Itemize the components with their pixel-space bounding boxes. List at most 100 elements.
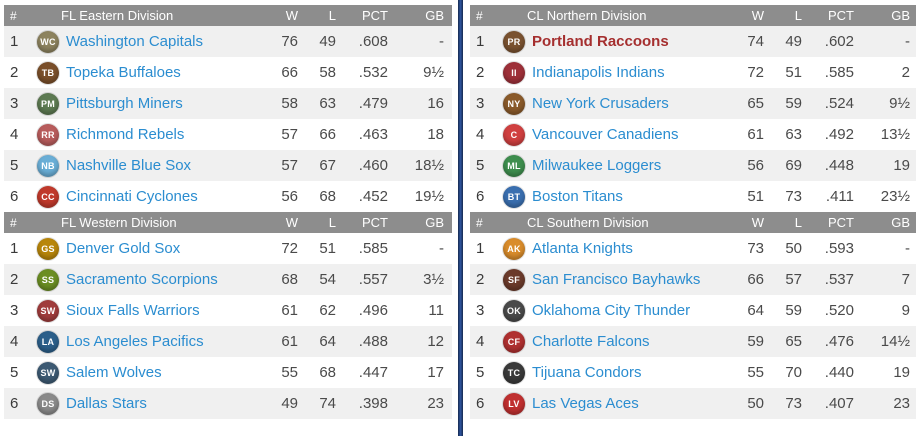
- bayhawks-logo-icon[interactable]: SF: [503, 268, 525, 291]
- team-name-link[interactable]: Boston Titans: [532, 188, 623, 205]
- scorpions-logo-icon[interactable]: SS: [37, 268, 59, 291]
- cyclones-logo-icon[interactable]: CC: [37, 185, 59, 208]
- team-pct: .520: [824, 302, 854, 319]
- knights-logo-icon[interactable]: AK: [503, 237, 525, 260]
- capitals-logo-icon[interactable]: WC: [37, 30, 59, 53]
- gold-sox-logo-icon[interactable]: GS: [37, 237, 59, 260]
- team-pct: .608: [358, 33, 388, 50]
- pct-column-header: PCT: [828, 215, 854, 230]
- team-row: 6 DS Dallas Stars 49 74 .398 23: [4, 388, 452, 419]
- team-wins: 72: [281, 240, 298, 257]
- team-rank: 5: [476, 157, 485, 174]
- pacifics-logo-icon[interactable]: LA: [37, 330, 59, 353]
- team-name-link[interactable]: Portland Raccoons: [532, 33, 669, 50]
- team-wins: 61: [281, 302, 298, 319]
- falcons-logo-icon[interactable]: CF: [503, 330, 525, 353]
- team-row: 1 AK Atlanta Knights 73 50 .593 -: [470, 233, 916, 264]
- team-rank: 6: [476, 395, 485, 412]
- team-logo-cell: GS: [30, 237, 66, 260]
- team-name-link[interactable]: Sioux Falls Warriors: [66, 302, 200, 319]
- team-gb: 12: [427, 333, 444, 350]
- rank-column-header: #: [476, 215, 483, 230]
- team-rank: 2: [10, 64, 19, 81]
- team-name-link[interactable]: Salem Wolves: [66, 364, 162, 381]
- team-losses: 69: [785, 157, 802, 174]
- team-name-link[interactable]: Cincinnati Cyclones: [66, 188, 198, 205]
- team-name-link[interactable]: Sacramento Scorpions: [66, 271, 218, 288]
- losses-column-header: L: [328, 8, 336, 23]
- team-wins: 59: [747, 333, 764, 350]
- wolves-logo-icon[interactable]: SW: [37, 361, 59, 384]
- team-name-link[interactable]: Oklahoma City Thunder: [532, 302, 691, 319]
- team-rank: 6: [476, 188, 485, 205]
- team-name-link[interactable]: Charlotte Falcons: [532, 333, 650, 350]
- team-name-link[interactable]: Nashville Blue Sox: [66, 157, 192, 174]
- condors-logo-icon[interactable]: TC: [503, 361, 525, 384]
- stars-logo-icon[interactable]: DS: [37, 392, 59, 415]
- indians-logo-icon[interactable]: II: [503, 61, 525, 84]
- team-losses: 59: [785, 302, 802, 319]
- team-losses: 73: [785, 188, 802, 205]
- standings-panel-left: # FL Eastern Division W L PCT GB 1 WC Washington…: [4, 0, 452, 419]
- team-gb: 7: [901, 271, 910, 288]
- team-pct: .463: [358, 126, 388, 143]
- team-row: 1 WC Washington Capitals 76 49 .608 -: [4, 26, 452, 57]
- team-rank: 2: [476, 64, 485, 81]
- team-row: 2 SF San Francisco Bayhawks 66 57 .537 7: [470, 264, 916, 295]
- team-pct: .460: [358, 157, 388, 174]
- team-name-link[interactable]: Richmond Rebels: [66, 126, 185, 143]
- canadiens-logo-icon[interactable]: C: [503, 123, 525, 146]
- team-rank: 4: [10, 333, 19, 350]
- team-wins: 49: [281, 395, 298, 412]
- team-name-link[interactable]: Atlanta Knights: [532, 240, 633, 257]
- rank-column-header: #: [10, 215, 17, 230]
- team-gb: -: [905, 240, 910, 257]
- team-wins: 57: [281, 157, 298, 174]
- team-row: 3 SW Sioux Falls Warriors 61 62 .496 11: [4, 295, 452, 326]
- blue-sox-logo-icon[interactable]: NB: [37, 154, 59, 177]
- team-pct: .593: [824, 240, 854, 257]
- thunder-logo-icon[interactable]: OK: [503, 299, 525, 322]
- team-logo-cell: RR: [30, 123, 66, 146]
- team-logo-cell: LA: [30, 330, 66, 353]
- miners-logo-icon[interactable]: PM: [37, 92, 59, 115]
- wins-column-header: W: [285, 8, 298, 23]
- team-name-link[interactable]: New York Crusaders: [532, 95, 669, 112]
- team-name-link[interactable]: Washington Capitals: [66, 33, 204, 50]
- team-wins: 64: [747, 302, 764, 319]
- team-name-link[interactable]: Los Angeles Pacifics: [66, 333, 204, 350]
- team-name-link[interactable]: Las Vegas Aces: [532, 395, 639, 412]
- loggers-logo-icon[interactable]: ML: [503, 154, 525, 177]
- team-losses: 51: [785, 64, 802, 81]
- team-rank: 3: [10, 95, 19, 112]
- team-name-link[interactable]: Vancouver Canadiens: [532, 126, 679, 143]
- team-name-link[interactable]: Indianapolis Indians: [532, 64, 665, 81]
- aces-logo-icon[interactable]: LV: [503, 392, 525, 415]
- titans-logo-icon[interactable]: BT: [503, 185, 525, 208]
- team-wins: 57: [281, 126, 298, 143]
- warriors-logo-icon[interactable]: SW: [37, 299, 59, 322]
- team-rank: 2: [476, 271, 485, 288]
- buffaloes-logo-icon[interactable]: TB: [37, 61, 59, 84]
- team-losses: 49: [319, 33, 336, 50]
- team-name-link[interactable]: Tijuana Condors: [532, 364, 642, 381]
- team-pct: .440: [824, 364, 854, 381]
- gb-column-header: GB: [891, 215, 910, 230]
- team-row: 4 CF Charlotte Falcons 59 65 .476 14½: [470, 326, 916, 357]
- raccoons-logo-icon[interactable]: PR: [503, 30, 525, 53]
- team-logo-cell: C: [496, 123, 532, 146]
- crusaders-logo-icon[interactable]: NY: [503, 92, 525, 115]
- team-gb: 18: [427, 126, 444, 143]
- rebels-logo-icon[interactable]: RR: [37, 123, 59, 146]
- team-name-link[interactable]: Denver Gold Sox: [66, 240, 181, 257]
- team-rank: 4: [10, 126, 19, 143]
- team-pct: .602: [824, 33, 854, 50]
- team-pct: .532: [358, 64, 388, 81]
- team-name-link[interactable]: San Francisco Bayhawks: [532, 271, 701, 288]
- team-name-link[interactable]: Dallas Stars: [66, 395, 147, 412]
- team-pct: .447: [358, 364, 388, 381]
- team-wins: 72: [747, 64, 764, 81]
- team-name-link[interactable]: Topeka Buffaloes: [66, 64, 181, 81]
- team-name-link[interactable]: Pittsburgh Miners: [66, 95, 183, 112]
- team-name-link[interactable]: Milwaukee Loggers: [532, 157, 662, 174]
